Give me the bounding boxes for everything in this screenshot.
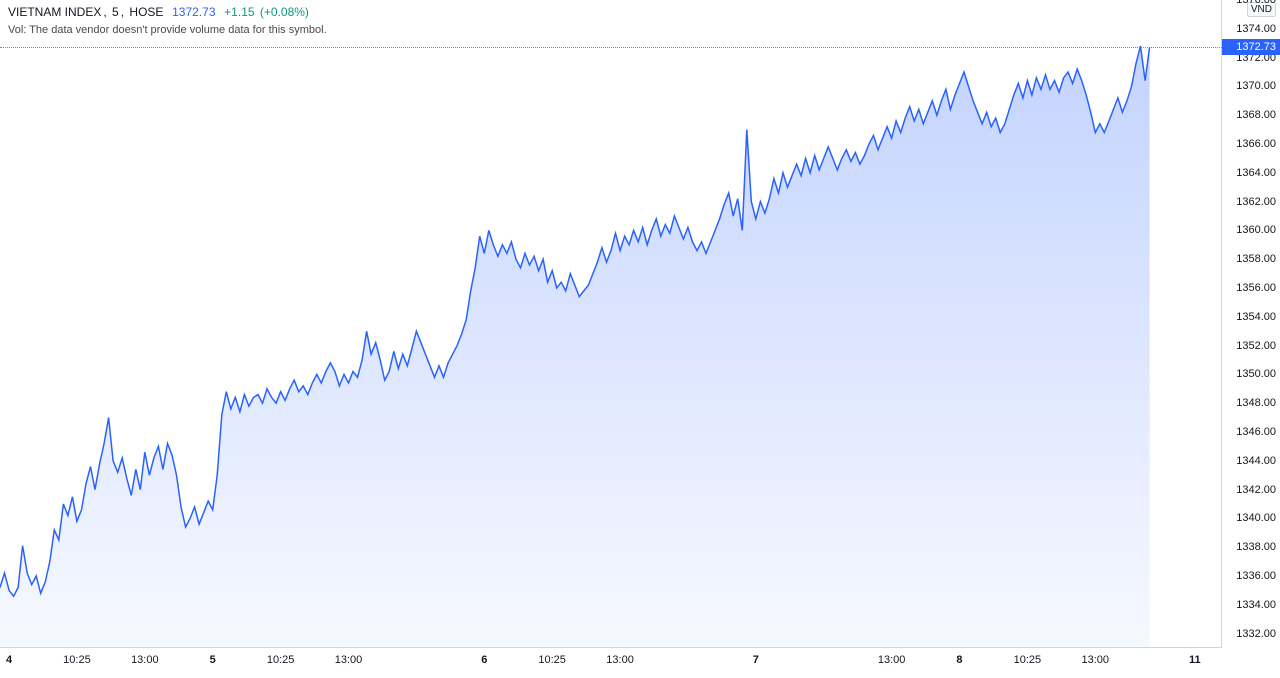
price-change-pct: (+0.08%) [260, 5, 309, 19]
x-tick-label: 10:25 [1014, 654, 1042, 666]
x-tick-label: 13:00 [878, 654, 906, 666]
current-price-label: 1372.73 [1222, 39, 1280, 55]
y-tick-label: 1360.00 [1236, 224, 1276, 236]
y-tick-label: 1364.00 [1236, 167, 1276, 179]
x-tick-label: 13:00 [131, 654, 159, 666]
y-tick-label: 1336.00 [1236, 570, 1276, 582]
symbol-title-line[interactable]: VIETNAM INDEX, 5, HOSE 1372.73 +1.15 (+0… [8, 4, 327, 21]
y-tick-label: 1374.00 [1236, 23, 1276, 35]
x-tick-label: 10:25 [63, 654, 91, 666]
y-tick-label: 1362.00 [1236, 196, 1276, 208]
x-tick-label: 10:25 [267, 654, 295, 666]
y-tick-label: 1346.00 [1236, 426, 1276, 438]
chart-header: VIETNAM INDEX, 5, HOSE 1372.73 +1.15 (+0… [8, 4, 327, 38]
price-axis[interactable]: VND 1332.001334.001336.001338.001340.001… [1221, 0, 1280, 648]
y-tick-label: 1358.00 [1236, 253, 1276, 265]
y-tick-label: 1344.00 [1236, 455, 1276, 467]
y-tick-label: 1354.00 [1236, 311, 1276, 323]
y-tick-label: 1340.00 [1236, 512, 1276, 524]
current-price-line [0, 47, 1222, 48]
x-tick-label: 4 [6, 654, 12, 666]
x-tick-label: 13:00 [335, 654, 363, 666]
x-tick-label: 11 [1189, 654, 1201, 666]
y-tick-label: 1368.00 [1236, 109, 1276, 121]
y-tick-label: 1350.00 [1236, 368, 1276, 380]
y-tick-label: 1376.00 [1236, 0, 1276, 6]
x-tick-label: 5 [210, 654, 216, 666]
y-tick-label: 1348.00 [1236, 397, 1276, 409]
x-tick-label: 10:25 [538, 654, 566, 666]
volume-note: Vol: The data vendor doesn't provide vol… [8, 23, 327, 38]
y-tick-label: 1334.00 [1236, 599, 1276, 611]
chart-plot-area[interactable] [0, 0, 1222, 648]
x-tick-label: 6 [481, 654, 487, 666]
x-tick-label: 13:00 [606, 654, 634, 666]
price-change: +1.15 [224, 5, 254, 19]
y-tick-label: 1366.00 [1236, 138, 1276, 150]
y-tick-label: 1342.00 [1236, 484, 1276, 496]
y-tick-label: 1370.00 [1236, 80, 1276, 92]
y-tick-label: 1352.00 [1236, 340, 1276, 352]
y-tick-label: 1356.00 [1236, 282, 1276, 294]
chart-container: VIETNAM INDEX, 5, HOSE 1372.73 +1.15 (+0… [0, 0, 1280, 678]
symbol-name: VIETNAM INDEX [8, 5, 101, 19]
interval: 5 [112, 5, 119, 19]
time-axis[interactable]: 4 10:25 13:00 5 10:25 13:00 6 10:25 13:00 7 13:00 8… [0, 647, 1222, 678]
x-tick-label: 8 [956, 654, 962, 666]
last-price: 1372.73 [172, 5, 215, 19]
x-tick-label: 13:00 [1082, 654, 1110, 666]
x-tick-label: 7 [753, 654, 759, 666]
exchange: HOSE [129, 5, 163, 19]
y-tick-label: 1338.00 [1236, 541, 1276, 553]
y-tick-label: 1332.00 [1236, 628, 1276, 640]
